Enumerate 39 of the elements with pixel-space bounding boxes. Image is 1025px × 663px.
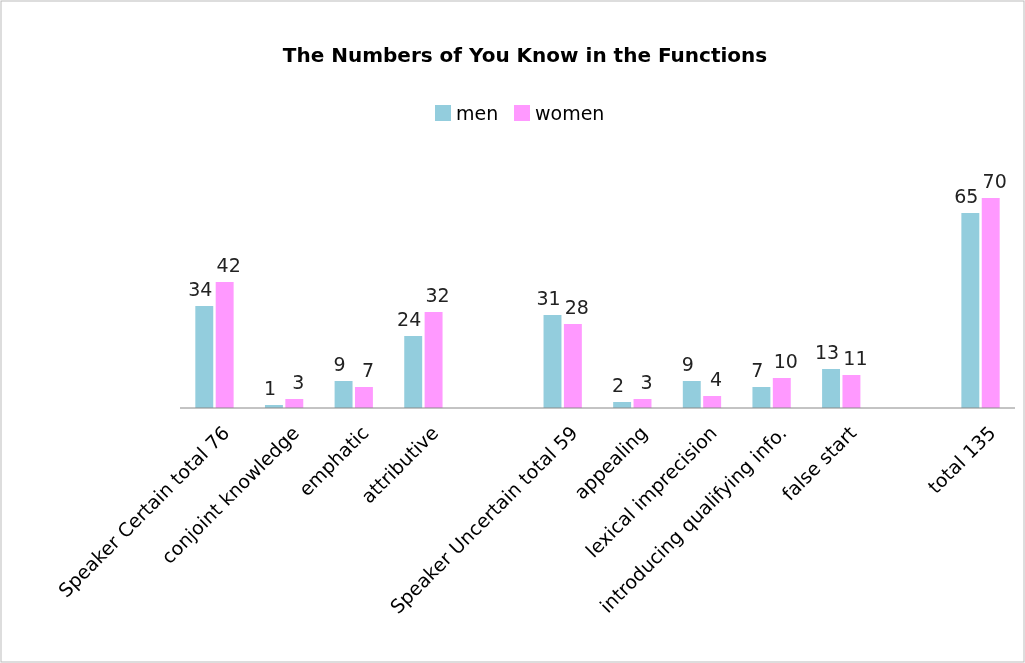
bar [682,381,701,408]
chart-title: The Numbers of You Know in the Functions [282,43,768,67]
bar [334,381,353,408]
data-label: 2 [612,374,625,396]
bar [703,396,722,408]
data-label: 1 [263,377,276,399]
bar [772,378,791,408]
bar [752,387,771,408]
bar [842,375,861,408]
data-label: 4 [710,368,723,390]
data-label: 9 [681,353,694,375]
data-label: 7 [751,359,764,381]
data-label: 3 [292,371,305,393]
data-label: 10 [773,350,798,372]
data-label: 9 [333,353,346,375]
data-label: 70 [982,170,1007,192]
data-label: 13 [814,341,840,363]
data-label: 31 [536,287,561,309]
bar [961,213,980,408]
data-label: 11 [843,347,868,369]
data-label: 42 [216,254,241,276]
bar [215,282,234,408]
data-label: 3 [640,371,653,393]
data-label: 24 [397,308,422,330]
legend-label: men [456,102,499,124]
data-label: 32 [425,284,450,306]
bar [195,306,214,408]
data-label: 28 [564,296,589,318]
data-label: 65 [954,185,979,207]
data-label: 7 [361,359,374,381]
bar [981,198,1000,408]
bar [354,387,373,408]
bar [543,315,562,408]
bar [424,312,443,408]
bar [822,369,841,408]
bar [404,336,423,408]
legend-label: women [535,102,605,124]
data-label: 34 [188,278,213,300]
bar [563,324,582,408]
